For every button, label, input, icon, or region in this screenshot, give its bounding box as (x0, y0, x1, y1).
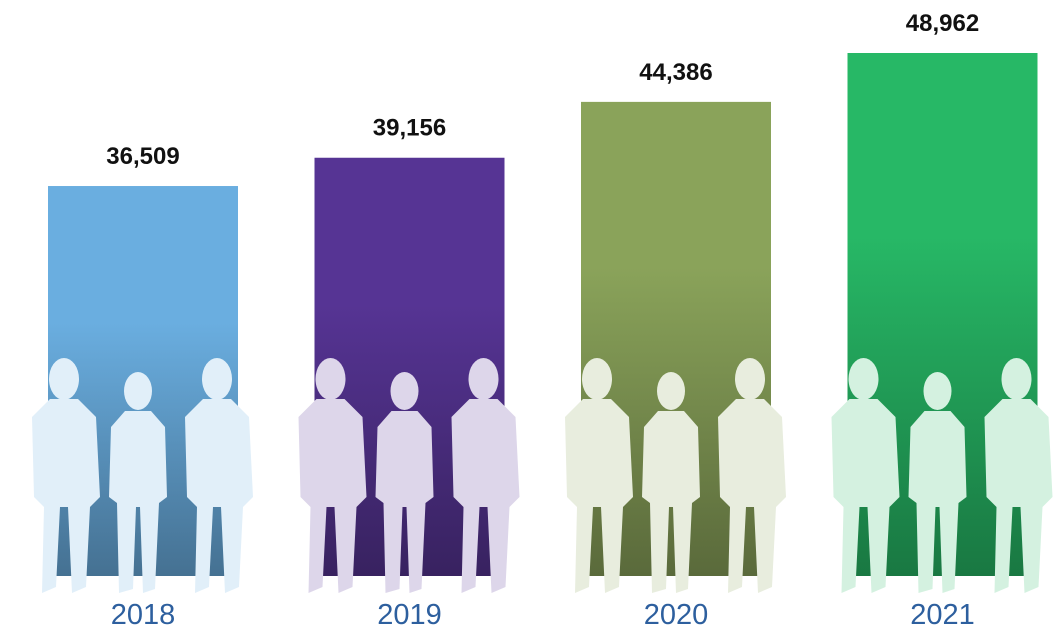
x-tick-label: 2020 (644, 599, 709, 631)
value-label: 39,156 (373, 115, 446, 142)
x-tick-label: 2018 (111, 599, 176, 631)
value-label: 44,386 (639, 59, 712, 86)
x-tick-label: 2019 (377, 599, 442, 631)
value-label: 48,962 (906, 10, 979, 37)
value-label: 36,509 (106, 143, 179, 170)
x-tick-label: 2021 (910, 599, 975, 631)
